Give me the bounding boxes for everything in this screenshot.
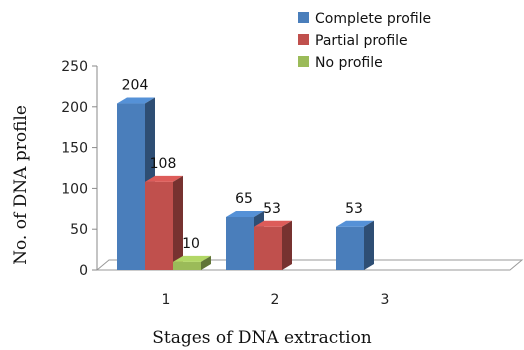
legend-label: No profile (315, 55, 383, 71)
bars (117, 97, 374, 270)
data-label: 53 (263, 201, 281, 217)
bar-side (173, 175, 183, 270)
bar-top (145, 175, 183, 182)
bar-side (364, 220, 374, 270)
y-tick-label: 250 (61, 59, 88, 75)
data-label: 10 (182, 236, 200, 252)
legend-label: Partial profile (315, 33, 408, 49)
legend-label: Complete profile (315, 11, 431, 27)
bar-no-profile (173, 255, 211, 270)
bar-complete-profile (117, 97, 155, 270)
data-label: 53 (345, 201, 363, 217)
bar-side (201, 255, 211, 270)
bar-front (254, 226, 282, 270)
bar-top (254, 220, 292, 227)
data-labels: 204 108 10 65 53 53 (122, 78, 363, 252)
bar-top (117, 97, 155, 104)
y-tick-label: 50 (70, 222, 88, 238)
x-axis-ticks: 1 2 3 (162, 292, 390, 308)
x-tick-label: 1 (162, 292, 171, 308)
bar-partial-profile (254, 220, 292, 270)
y-tick-label: 100 (61, 181, 88, 197)
bar-top (336, 220, 374, 227)
bar-partial-profile (145, 175, 183, 270)
data-label: 204 (122, 78, 149, 94)
bar-front (173, 261, 201, 270)
x-tick-label: 3 (381, 292, 390, 308)
y-tick-label: 150 (61, 141, 88, 157)
legend-swatch (298, 12, 309, 23)
y-tick-label: 200 (61, 100, 88, 116)
bar-side (282, 220, 292, 270)
data-label: 108 (150, 156, 177, 172)
bar-front (226, 216, 254, 270)
legend-swatch (298, 56, 309, 67)
y-axis-title: No. of DNA profile (11, 105, 31, 265)
legend-swatch (298, 34, 309, 45)
bar-complete-profile (336, 220, 374, 270)
bar-front (336, 226, 364, 270)
legend: Complete profile Partial profile No profil… (298, 11, 431, 71)
y-tick-label: 0 (79, 263, 88, 279)
bar-top (226, 210, 264, 217)
bar-front (117, 103, 145, 270)
bar-top (173, 255, 211, 262)
data-label: 65 (235, 191, 253, 207)
y-axis-ticks: 0 50 100 150 200 250 (61, 59, 97, 279)
x-tick-label: 2 (271, 292, 280, 308)
bar-front (145, 181, 173, 270)
x-axis-title: Stages of DNA extraction (152, 328, 372, 348)
